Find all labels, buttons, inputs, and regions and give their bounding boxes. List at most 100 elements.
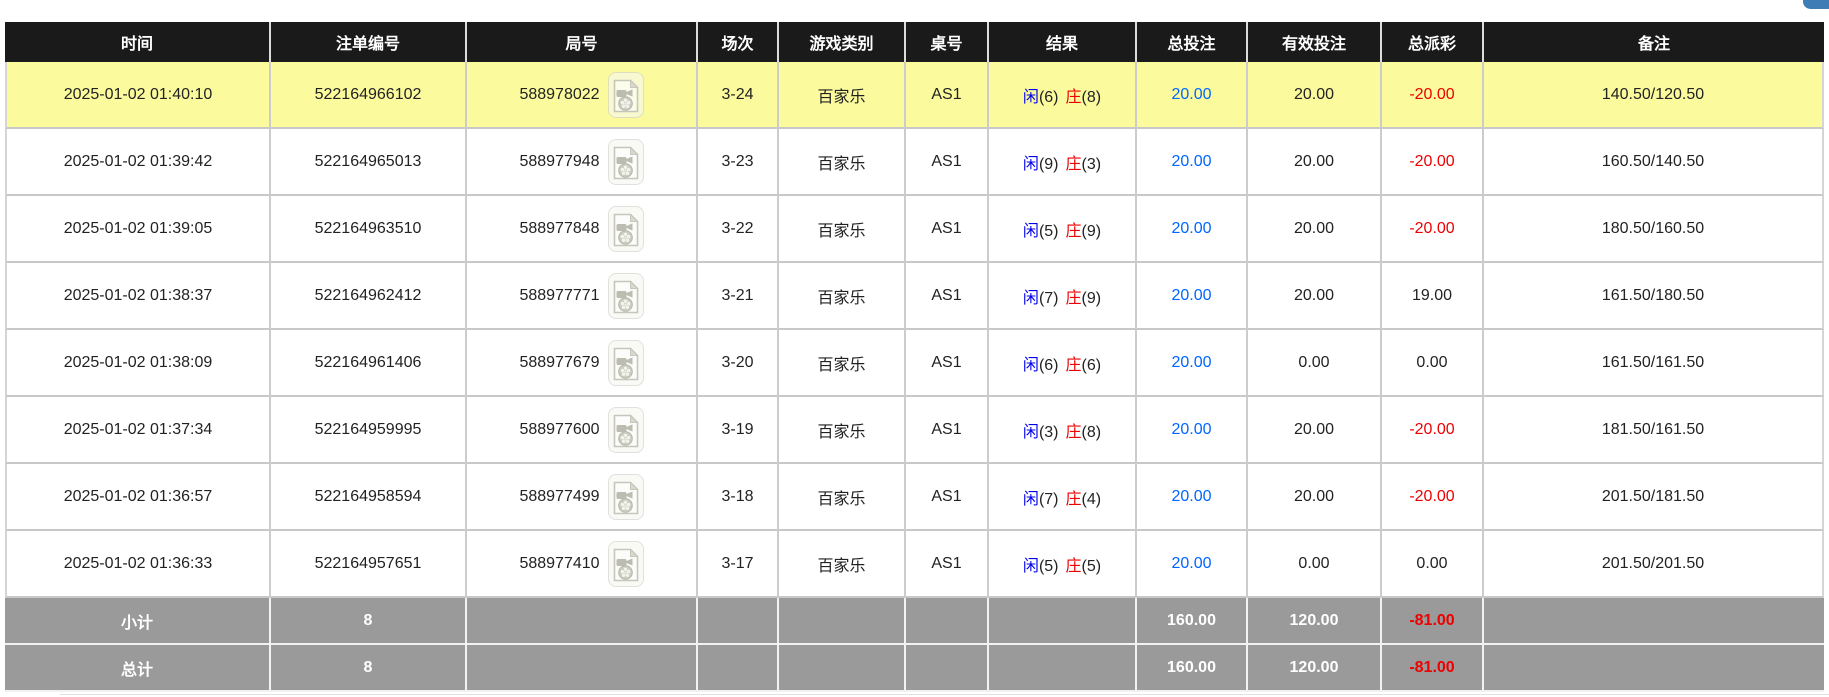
subtotal-label: 小计 [5,598,271,645]
cell-session: 3-24 [698,62,779,129]
video-file-icon [613,212,639,246]
video-replay-button[interactable] [607,272,644,319]
cell-payout: -20.00 [1382,464,1484,531]
round-number: 588977848 [519,219,600,237]
cell-order-no: 522164957651 [271,531,467,598]
total-row: 总计 8 160.00 120.00 -81.00 [5,645,1824,692]
cell-game-type: 百家乐 [779,62,906,129]
top-right-partial-button[interactable] [1803,0,1829,9]
video-replay-button[interactable] [607,540,644,587]
result-banker-score: (4) [1081,490,1102,508]
col-header-game-type: 游戏类别 [779,22,906,62]
round-number: 588978022 [519,85,600,103]
cell-remark: 201.50/201.50 [1484,531,1824,598]
cell-remark: 161.50/180.50 [1484,263,1824,330]
cell-valid-bet: 20.00 [1248,464,1382,531]
video-replay-button[interactable] [607,406,644,453]
cell-time: 2025-01-02 01:38:37 [5,263,271,330]
cell-result: 闲(5) 庄(9) [989,196,1137,263]
cell-total-bet: 20.00 [1137,397,1248,464]
cell-round-no: 588978022 [467,62,698,129]
cell-table-no: AS1 [906,62,989,129]
cell-remark: 201.50/181.50 [1484,464,1824,531]
table-row[interactable]: 2025-01-02 01:36:33 522164957651 5889774… [5,531,1824,598]
table-body: 2025-01-02 01:40:10 522164966102 5889780… [5,62,1824,598]
video-replay-button[interactable] [607,71,644,118]
cell-valid-bet: 0.00 [1248,531,1382,598]
result-player-label: 闲 [1022,423,1039,441]
cell-result: 闲(5) 庄(5) [989,531,1137,598]
table-row[interactable]: 2025-01-02 01:38:09 522164961406 5889776… [5,330,1824,397]
table-row[interactable]: 2025-01-02 01:39:42 522164965013 5889779… [5,129,1824,196]
result-banker-label: 庄 [1065,490,1082,508]
col-header-valid-bet: 有效投注 [1248,22,1382,62]
round-number: 588977499 [519,487,600,505]
cell-time: 2025-01-02 01:39:42 [5,129,271,196]
cell-payout: -20.00 [1382,129,1484,196]
cell-time: 2025-01-02 01:38:09 [5,330,271,397]
cell-game-type: 百家乐 [779,397,906,464]
bet-records-table: 时间 注单编号 局号 场次 游戏类别 桌号 结果 总投注 有效投注 总派彩 备注… [5,22,1824,692]
result-banker-label: 庄 [1065,222,1082,240]
result-banker-label: 庄 [1065,557,1082,575]
result-player-score: (6) [1038,88,1059,106]
result-banker-score: (5) [1081,557,1102,575]
video-replay-button[interactable] [607,138,644,185]
cell-remark: 180.50/160.50 [1484,196,1824,263]
col-header-session: 场次 [698,22,779,62]
table-row[interactable]: 2025-01-02 01:40:10 522164966102 5889780… [5,62,1824,129]
result-player-score: (3) [1038,423,1059,441]
cell-game-type: 百家乐 [779,330,906,397]
cell-table-no: AS1 [906,464,989,531]
total-label: 总计 [5,645,271,692]
col-header-total-bet: 总投注 [1137,22,1248,62]
result-player-label: 闲 [1022,490,1039,508]
cell-session: 3-19 [698,397,779,464]
table-row[interactable]: 2025-01-02 01:37:34 522164959995 5889776… [5,397,1824,464]
cell-total-bet: 20.00 [1137,464,1248,531]
cell-round-no: 588977771 [467,263,698,330]
table-row[interactable]: 2025-01-02 01:36:57 522164958594 5889774… [5,464,1824,531]
total-valid-bet: 120.00 [1248,645,1382,692]
cell-valid-bet: 0.00 [1248,330,1382,397]
cell-remark: 161.50/161.50 [1484,330,1824,397]
cell-payout: -20.00 [1382,196,1484,263]
cell-table-no: AS1 [906,263,989,330]
cell-total-bet: 20.00 [1137,62,1248,129]
cell-time: 2025-01-02 01:36:57 [5,464,271,531]
cell-total-bet: 20.00 [1137,129,1248,196]
cell-session: 3-23 [698,129,779,196]
video-replay-button[interactable] [607,339,644,386]
video-file-icon [613,480,639,514]
col-header-payout: 总派彩 [1382,22,1484,62]
result-player-label: 闲 [1022,88,1039,106]
cell-remark: 160.50/140.50 [1484,129,1824,196]
cell-result: 闲(6) 庄(6) [989,330,1137,397]
cell-payout: -20.00 [1382,397,1484,464]
table-row[interactable]: 2025-01-02 01:39:05 522164963510 5889778… [5,196,1824,263]
subtotal-payout: -81.00 [1382,598,1484,645]
col-header-time: 时间 [5,22,271,62]
video-replay-button[interactable] [607,205,644,252]
video-replay-button[interactable] [607,473,644,520]
cell-time: 2025-01-02 01:40:10 [5,62,271,129]
table-header-row: 时间 注单编号 局号 场次 游戏类别 桌号 结果 总投注 有效投注 总派彩 备注 [5,22,1824,62]
cell-remark: 181.50/161.50 [1484,397,1824,464]
col-header-order-no: 注单编号 [271,22,467,62]
table-row[interactable]: 2025-01-02 01:38:37 522164962412 5889777… [5,263,1824,330]
total-payout: -81.00 [1382,645,1484,692]
cell-total-bet: 20.00 [1137,263,1248,330]
result-player-score: (6) [1038,356,1059,374]
round-number: 588977679 [519,353,600,371]
cell-order-no: 522164958594 [271,464,467,531]
cell-result: 闲(6) 庄(8) [989,62,1137,129]
cell-order-no: 522164965013 [271,129,467,196]
cell-round-no: 588977848 [467,196,698,263]
cell-game-type: 百家乐 [779,531,906,598]
total-count: 8 [271,645,467,692]
cell-game-type: 百家乐 [779,464,906,531]
cell-game-type: 百家乐 [779,129,906,196]
video-file-icon [613,346,639,380]
cell-round-no: 588977679 [467,330,698,397]
